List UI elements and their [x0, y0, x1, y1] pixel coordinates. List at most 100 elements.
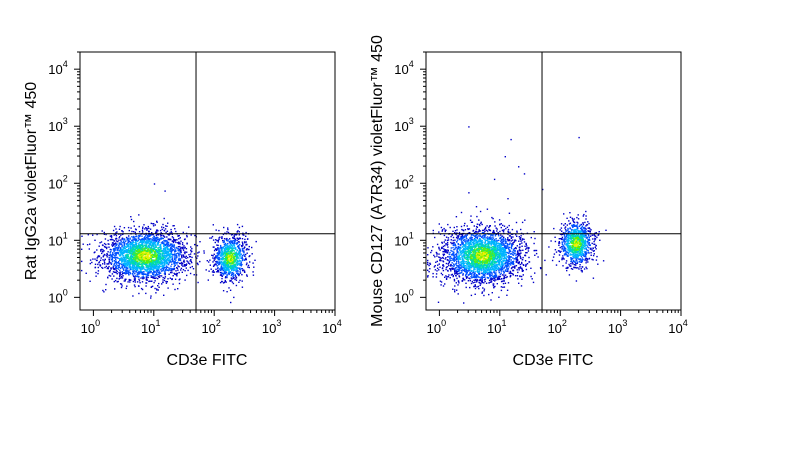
event-dot: [106, 267, 108, 270]
event-dot: [226, 257, 228, 259]
event-dot: [238, 245, 240, 247]
event-dot: [599, 239, 601, 241]
event-dot: [438, 256, 440, 258]
event-dot: [214, 258, 216, 260]
event-dot: [155, 232, 157, 234]
event-dot: [162, 252, 164, 254]
event-dot: [239, 263, 242, 265]
event-dot: [178, 241, 180, 244]
event-dot: [579, 227, 582, 230]
event-dot: [528, 256, 530, 259]
event-dot: [522, 256, 524, 259]
event-dot: [176, 263, 178, 265]
event-dot: [235, 284, 238, 287]
event-dot: [222, 274, 225, 276]
event-dot: [174, 257, 176, 259]
event-dot: [148, 250, 150, 252]
event-dot: [567, 255, 569, 257]
event-dot: [121, 230, 123, 232]
event-dot: [567, 229, 569, 231]
event-dot: [212, 274, 214, 276]
event-dot: [566, 266, 568, 269]
event-dot: [216, 248, 218, 250]
event-dot: [585, 257, 588, 260]
event-dot: [217, 244, 219, 247]
event-dot: [128, 251, 130, 253]
event-dot: [465, 276, 468, 278]
event-dot: [219, 244, 222, 247]
event-dot: [432, 272, 434, 275]
event-dot: [101, 230, 103, 232]
event-dot: [490, 274, 493, 277]
event-dot: [559, 246, 561, 249]
event-dot: [179, 237, 181, 239]
event-dot: [237, 260, 239, 263]
event-dot: [580, 268, 582, 270]
event-dot: [243, 252, 245, 254]
event-dot: [173, 267, 175, 270]
event-dot: [142, 246, 144, 248]
event-dot: [506, 294, 508, 296]
event-dot: [108, 265, 110, 268]
event-dot: [483, 290, 485, 292]
event-dot: [163, 261, 165, 264]
event-dot: [129, 266, 132, 268]
event-dot: [167, 241, 170, 244]
event-dot: [514, 267, 516, 269]
event-dot: [162, 250, 164, 253]
event-dot: [510, 244, 513, 246]
event-dot: [194, 234, 196, 237]
event-dot: [213, 246, 215, 248]
event-dot: [117, 266, 120, 269]
event-dot: [480, 222, 482, 225]
event-dot: [230, 254, 232, 256]
event-dot: [81, 269, 83, 272]
event-dot: [138, 236, 140, 238]
event-dot: [457, 293, 459, 295]
event-dot: [480, 281, 483, 283]
event-dot: [114, 260, 116, 263]
event-dot: [226, 250, 229, 253]
event-dot: [238, 231, 240, 233]
event-dot: [138, 242, 140, 244]
event-dot: [173, 225, 175, 227]
event-dot: [458, 282, 460, 284]
event-dot: [113, 275, 115, 277]
event-dot: [157, 273, 159, 276]
event-dot: [457, 236, 459, 238]
event-dot: [512, 254, 514, 256]
event-dot: [159, 275, 161, 277]
event-dot: [162, 258, 164, 261]
event-dot: [146, 246, 148, 248]
event-dot: [485, 226, 487, 229]
event-dot: [562, 247, 564, 250]
event-dot: [447, 276, 450, 278]
event-dot: [589, 248, 592, 250]
event-dot: [126, 260, 129, 262]
event-dot: [111, 260, 114, 263]
event-dot: [130, 259, 132, 261]
event-dot: [127, 246, 130, 248]
event-dot: [181, 255, 183, 258]
event-dot: [533, 249, 535, 252]
event-dot: [474, 284, 476, 286]
event-dot: [572, 226, 574, 228]
event-dot: [170, 243, 173, 245]
event-dot: [134, 264, 136, 266]
event-dot: [469, 286, 471, 289]
event-dot: [160, 275, 163, 277]
event-dot: [573, 264, 576, 266]
event-dot: [177, 258, 180, 261]
event-dot: [183, 245, 185, 247]
event-dot: [136, 247, 138, 250]
event-dot: [513, 248, 515, 250]
event-dot: [145, 247, 147, 250]
event-dot: [165, 259, 167, 262]
event-dot: [182, 231, 184, 234]
event-dot: [501, 236, 503, 238]
event-dot: [203, 252, 205, 254]
event-dot: [215, 268, 217, 270]
event-dot: [518, 249, 521, 251]
event-dot: [503, 271, 505, 273]
event-dot: [516, 269, 518, 271]
